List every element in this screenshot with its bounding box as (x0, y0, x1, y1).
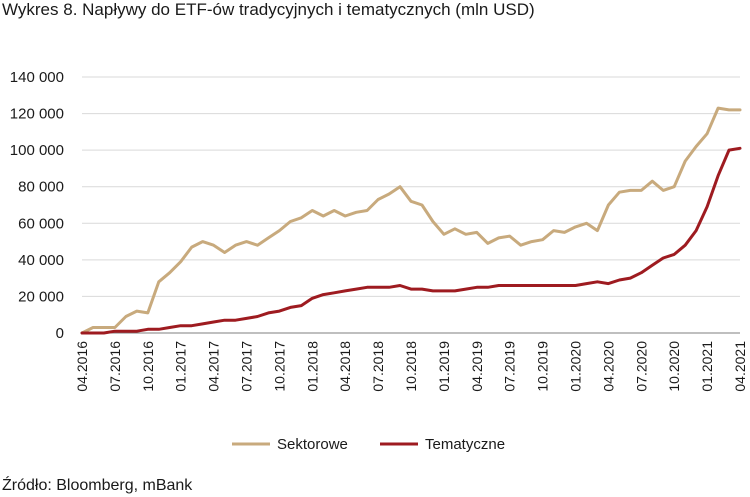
x-tick-label: 04.2021 (732, 341, 748, 392)
x-tick-label: 01.2021 (699, 341, 715, 392)
x-tick-label: 10.2016 (140, 341, 156, 392)
x-tick-label: 04.2019 (469, 341, 485, 392)
y-axis-ticks: 0 20 000 40 000 60 000 80 000 100 000 120 000 1… (10, 69, 64, 342)
legend-label: Tematyczne (425, 436, 505, 453)
x-tick-label: 10.2017 (271, 341, 287, 392)
x-tick-label: 01.2018 (304, 341, 320, 392)
x-tick-label: 07.2017 (239, 341, 255, 392)
x-tick-label: 10.2020 (666, 341, 682, 392)
series-line-tematyczne (80, 146, 742, 335)
y-tick-label: 40 000 (18, 252, 64, 269)
x-tick-label: 04.2020 (600, 341, 616, 392)
x-tick-label: 10.2018 (403, 341, 419, 392)
x-tick-label: 10.2019 (535, 341, 551, 392)
chart-title: Wykres 8. Napływy do ETF-ów tradycyjnych… (2, 0, 535, 19)
legend-label: Sektorowe (277, 436, 348, 453)
series-lines (80, 106, 742, 335)
y-tick-label: 80 000 (18, 179, 64, 196)
x-tick-label: 04.2017 (206, 341, 222, 392)
y-tick-label: 100 000 (10, 142, 64, 159)
x-axis-ticks: 04.2016 07.2016 10.2016 01.2017 04.2017 07.20… (74, 341, 748, 392)
y-tick-label: 140 000 (10, 69, 64, 86)
series-line-sektorowe (80, 106, 742, 335)
x-tick-label: 04.2016 (74, 341, 90, 392)
x-tick-label: 07.2019 (502, 341, 518, 392)
source-note: Źródło: Bloomberg, mBank (2, 477, 193, 494)
x-tick-label: 01.2019 (436, 341, 452, 392)
y-tick-label: 20 000 (18, 288, 64, 305)
x-tick-label: 04.2018 (337, 341, 353, 392)
y-tick-label: 60 000 (18, 215, 64, 232)
x-tick-label: 07.2016 (107, 341, 123, 392)
x-tick-label: 01.2020 (568, 341, 584, 392)
x-tick-label: 07.2020 (633, 341, 649, 392)
y-tick-label: 0 (56, 325, 64, 342)
gridlines (82, 76, 740, 297)
legend: Sektorowe Tematyczne (232, 436, 505, 453)
x-tick-label: 01.2017 (173, 341, 189, 392)
y-tick-label: 120 000 (10, 106, 64, 123)
x-tick-label: 07.2018 (370, 341, 386, 392)
